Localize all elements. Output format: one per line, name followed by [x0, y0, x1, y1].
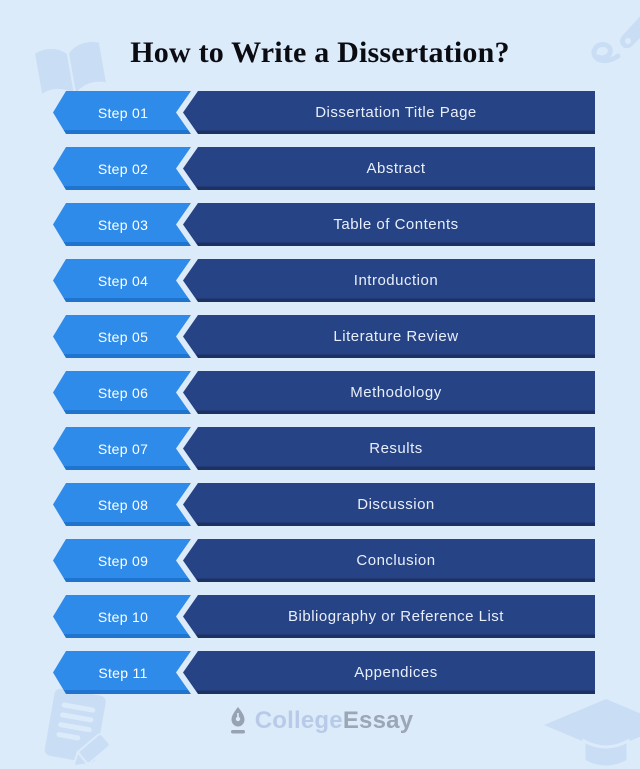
step-row: Step 03 Table of Contents [0, 203, 640, 246]
step-number-banner: Step 05 [53, 315, 191, 358]
step-content-banner: Dissertation Title Page [183, 91, 595, 134]
step-row: Step 08 Discussion [0, 483, 640, 526]
step-row: Step 01 Dissertation Title Page [0, 91, 640, 134]
step-row: Step 09 Conclusion [0, 539, 640, 582]
footer-brand: CollegeEssay [0, 706, 640, 735]
step-content-banner: Methodology [183, 371, 595, 414]
step-number-banner: Step 11 [53, 651, 191, 694]
step-content-banner: Abstract [183, 147, 595, 190]
step-content-banner: Introduction [183, 259, 595, 302]
step-content-banner: Results [183, 427, 595, 470]
step-content-banner: Literature Review [183, 315, 595, 358]
step-row: Step 07 Results [0, 427, 640, 470]
step-number-banner: Step 03 [53, 203, 191, 246]
steps-list: Step 01 Dissertation Title Page Step 02 Abs… [0, 91, 640, 707]
brand-wordmark: CollegeEssay [255, 707, 414, 735]
page-title: How to Write a Dissertation? [130, 36, 510, 69]
step-row: Step 11 Appendices [0, 651, 640, 694]
step-row: Step 04 Introduction [0, 259, 640, 302]
step-content-banner: Conclusion [183, 539, 595, 582]
step-content-banner: Bibliography or Reference List [183, 595, 595, 638]
pen-nib-icon [227, 706, 249, 735]
step-number-banner: Step 04 [53, 259, 191, 302]
step-row: Step 06 Methodology [0, 371, 640, 414]
step-number-banner: Step 02 [53, 147, 191, 190]
brand-college: College [254, 706, 343, 734]
step-row: Step 05 Literature Review [0, 315, 640, 358]
step-content-banner: Table of Contents [183, 203, 595, 246]
step-row: Step 10 Bibliography or Reference List [0, 595, 640, 638]
step-number-banner: Step 08 [53, 483, 191, 526]
step-number-banner: Step 07 [53, 427, 191, 470]
step-content-banner: Discussion [183, 483, 595, 526]
step-content-banner: Appendices [183, 651, 595, 694]
step-number-banner: Step 09 [53, 539, 191, 582]
step-number-banner: Step 10 [53, 595, 191, 638]
brand-essay: Essay [342, 706, 414, 734]
step-number-banner: Step 01 [53, 91, 191, 134]
step-row: Step 02 Abstract [0, 147, 640, 190]
step-number-banner: Step 06 [53, 371, 191, 414]
